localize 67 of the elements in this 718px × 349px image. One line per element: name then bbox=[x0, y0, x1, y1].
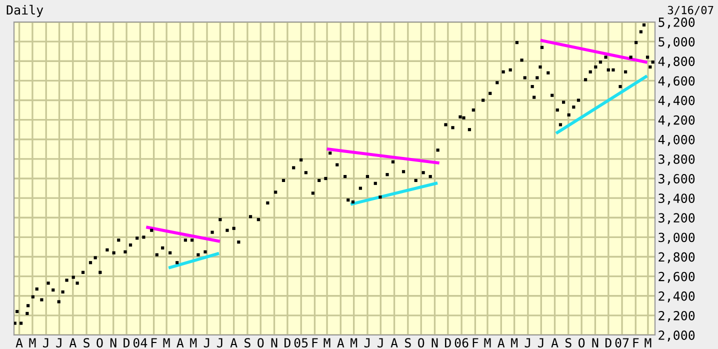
y-tick-label: 2,400 bbox=[658, 291, 695, 302]
text: 3/16/07 bbox=[668, 6, 714, 16]
y-tick-label: 3,600 bbox=[658, 174, 695, 186]
x-tick-label: D bbox=[284, 338, 290, 348]
x-tick-label: N bbox=[271, 338, 278, 348]
x-tick-label: A bbox=[337, 338, 344, 348]
y-tick-label: 3,400 bbox=[658, 194, 695, 205]
x-tick-label: M bbox=[163, 338, 170, 348]
y-tick-label: 2,600 bbox=[658, 272, 695, 283]
x-tick-label: O bbox=[578, 338, 585, 348]
x-tick-label: S bbox=[244, 338, 250, 348]
x-tick-label: F bbox=[472, 338, 478, 348]
y-tick-label: 2,800 bbox=[658, 252, 695, 264]
y-tick-label: 4,800 bbox=[658, 56, 695, 68]
y-tick-label: 3,200 bbox=[658, 213, 695, 224]
x-tick-label: N bbox=[432, 338, 438, 348]
x-tick-label: J bbox=[378, 338, 383, 348]
x-tick-label: F bbox=[312, 338, 318, 348]
x-tick-label: O bbox=[258, 338, 264, 348]
x-tick-label: N bbox=[592, 338, 598, 348]
x-tick-label: M bbox=[484, 338, 491, 348]
x-tick-label: 06 bbox=[454, 338, 468, 348]
x-tick-label: N bbox=[110, 338, 116, 348]
x-tick-label: A bbox=[498, 338, 505, 348]
x-tick-label: M bbox=[511, 338, 518, 348]
x-tick-label: S bbox=[565, 338, 572, 348]
x-tick-label: F bbox=[151, 338, 157, 348]
x-tick-label: M bbox=[324, 338, 330, 348]
y-tick-label: 3,000 bbox=[658, 232, 695, 244]
x-tick-label: J bbox=[524, 338, 530, 348]
x-tick-label: J bbox=[204, 338, 210, 348]
x-tick-label: 04 bbox=[133, 338, 148, 348]
x-tick-label: D bbox=[445, 338, 451, 348]
x-tick-label: S bbox=[405, 338, 411, 348]
x-tick-label: J bbox=[538, 338, 544, 348]
x-tick-label: A bbox=[230, 338, 238, 348]
x-tick-label: A bbox=[69, 338, 76, 348]
x-tick-label: A bbox=[16, 338, 23, 348]
y-tick-label: 4,200 bbox=[658, 115, 695, 126]
x-tick-label: J bbox=[56, 338, 62, 348]
x-tick-label: D bbox=[124, 338, 130, 348]
x-tick-label: J bbox=[42, 338, 48, 348]
x-tick-label: M bbox=[29, 338, 36, 348]
x-tick-label: A bbox=[176, 338, 184, 348]
x-tick-label: A bbox=[551, 338, 558, 348]
y-tick-label: 4,000 bbox=[658, 134, 695, 146]
y-tick-label: 2,000 bbox=[658, 330, 695, 342]
x-tick-label: A bbox=[390, 338, 398, 348]
x-tick-label: J bbox=[217, 338, 222, 348]
x-tick-label: J bbox=[364, 338, 370, 348]
x-tick-label: 05 bbox=[294, 338, 308, 348]
x-tick-label: 07 bbox=[615, 338, 629, 348]
y-tick-label: 3,800 bbox=[658, 154, 695, 166]
y-tick-label: 5,200 bbox=[658, 18, 695, 29]
y-tick-label: 4,600 bbox=[658, 76, 695, 88]
chart-title: Daily bbox=[6, 4, 44, 18]
x-tick-label: D bbox=[605, 338, 612, 348]
x-tick-label: S bbox=[84, 338, 90, 348]
x-tick-label: M bbox=[190, 338, 197, 348]
x-tick-label: M bbox=[644, 338, 652, 348]
x-tick-label: M bbox=[350, 338, 358, 348]
x-tick-label: F bbox=[633, 338, 639, 348]
x-tick-label: O bbox=[418, 338, 424, 348]
x-tick-label: O bbox=[96, 338, 103, 348]
y-tick-label: 2,200 bbox=[658, 310, 695, 322]
y-tick-label: 4,400 bbox=[658, 96, 695, 107]
y-tick-label: 5,000 bbox=[658, 37, 695, 48]
